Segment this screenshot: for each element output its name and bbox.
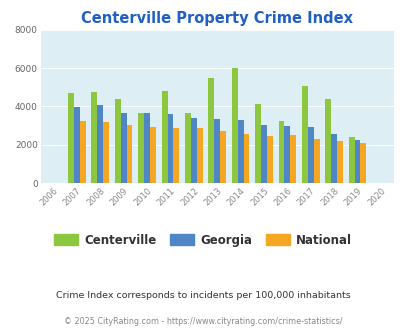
Bar	[220, 131, 226, 183]
Bar	[138, 113, 144, 183]
Bar	[284, 125, 290, 183]
Bar	[278, 121, 284, 183]
Bar	[260, 125, 266, 183]
Bar	[336, 141, 342, 183]
Bar	[214, 119, 220, 183]
Title: Centerville Property Crime Index: Centerville Property Crime Index	[81, 11, 352, 26]
Bar	[173, 128, 179, 183]
Bar	[313, 139, 319, 183]
Bar	[243, 134, 249, 183]
Bar	[354, 140, 360, 183]
Bar	[80, 121, 85, 183]
Bar	[196, 128, 202, 183]
Legend: Centerville, Georgia, National: Centerville, Georgia, National	[49, 229, 356, 251]
Bar	[115, 99, 120, 183]
Bar	[74, 107, 80, 183]
Bar	[307, 127, 313, 183]
Bar	[190, 118, 196, 183]
Bar	[144, 113, 149, 183]
Bar	[97, 105, 103, 183]
Bar	[149, 126, 156, 183]
Bar	[324, 99, 330, 183]
Bar	[330, 134, 336, 183]
Text: Crime Index corresponds to incidents per 100,000 inhabitants: Crime Index corresponds to incidents per…	[55, 291, 350, 300]
Bar	[120, 113, 126, 183]
Bar	[167, 114, 173, 183]
Bar	[103, 122, 109, 183]
Text: © 2025 CityRating.com - https://www.cityrating.com/crime-statistics/: © 2025 CityRating.com - https://www.city…	[64, 317, 341, 326]
Bar	[231, 68, 237, 183]
Bar	[208, 78, 214, 183]
Bar	[301, 86, 307, 183]
Bar	[126, 125, 132, 183]
Bar	[161, 91, 167, 183]
Bar	[237, 119, 243, 183]
Bar	[348, 137, 354, 183]
Bar	[185, 113, 190, 183]
Bar	[290, 135, 295, 183]
Bar	[68, 93, 74, 183]
Bar	[91, 92, 97, 183]
Bar	[255, 105, 260, 183]
Bar	[360, 143, 365, 183]
Bar	[266, 136, 272, 183]
